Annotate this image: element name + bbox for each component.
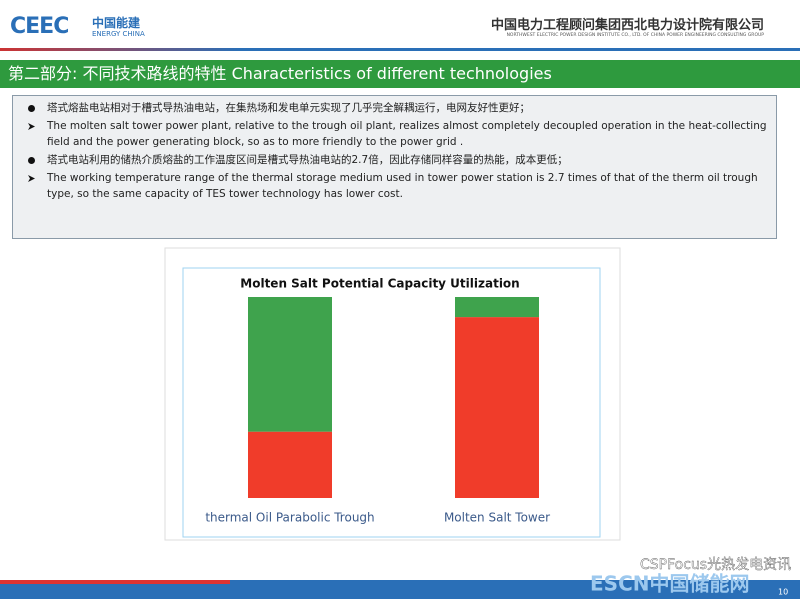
logo: CEEC (10, 14, 69, 39)
logo-cn: 中国能建 (92, 16, 141, 30)
chart-frame (164, 247, 621, 541)
bullet-box: 塔式熔盐电站相对于槽式导热油电站，在集热场和发电单元实现了几乎完全解耦运行，电网… (12, 95, 777, 239)
footer-accent (0, 580, 230, 584)
bar-segment (455, 317, 539, 498)
bullet-text: The molten salt tower power plant, relat… (47, 120, 767, 148)
chart-title: Molten Salt Potential Capacity Utilizati… (240, 277, 519, 291)
bullet: The working temperature range of the the… (13, 170, 776, 202)
org: 中国电力工程顾问集团西北电力设计院有限公司 (490, 18, 764, 33)
bullet-text: The working temperature range of the the… (47, 172, 758, 200)
watermark: CSPFocus光热发电资讯 (640, 557, 791, 573)
bullet-icon (28, 157, 35, 164)
bullet-text: 塔式熔盐电站相对于槽式导热油电站，在集热场和发电单元实现了几乎完全解耦运行，电网… (47, 102, 530, 114)
x-tick-label: thermal Oil Parabolic Trough (205, 511, 374, 525)
bullet: The molten salt tower power plant, relat… (13, 118, 776, 150)
logo-en: ENERGY CHINA (92, 30, 145, 38)
footer-band (0, 580, 800, 599)
bullet: 塔式熔盐电站相对于槽式导热油电站，在集热场和发电单元实现了几乎完全解耦运行，电网… (13, 100, 776, 116)
bullet-icon (28, 175, 35, 182)
bar-segment (455, 297, 539, 318)
plot-frame (182, 267, 601, 538)
header-rule (0, 48, 800, 51)
org-en: NORTHWEST ELECTRIC POWER DESIGN INSTITUT… (506, 33, 764, 38)
bullet-icon (28, 105, 35, 112)
page-number: 10 (778, 588, 788, 597)
section-title: 第二部分: 不同技术路线的特性 Characteristics of diffe… (0, 60, 800, 88)
bar-segment (248, 431, 332, 498)
x-tick-label: Molten Salt Tower (444, 511, 550, 525)
bullet: 塔式电站利用的储热介质熔盐的工作温度区间是槽式导热油电站的2.7倍，因此存储同样… (13, 152, 776, 168)
bar-segment (248, 297, 332, 432)
bullet-text: 塔式电站利用的储热介质熔盐的工作温度区间是槽式导热油电站的2.7倍，因此存储同样… (47, 154, 568, 166)
watermark-2: ESCN中国储能网 (590, 572, 749, 596)
bullet-icon (28, 123, 35, 130)
